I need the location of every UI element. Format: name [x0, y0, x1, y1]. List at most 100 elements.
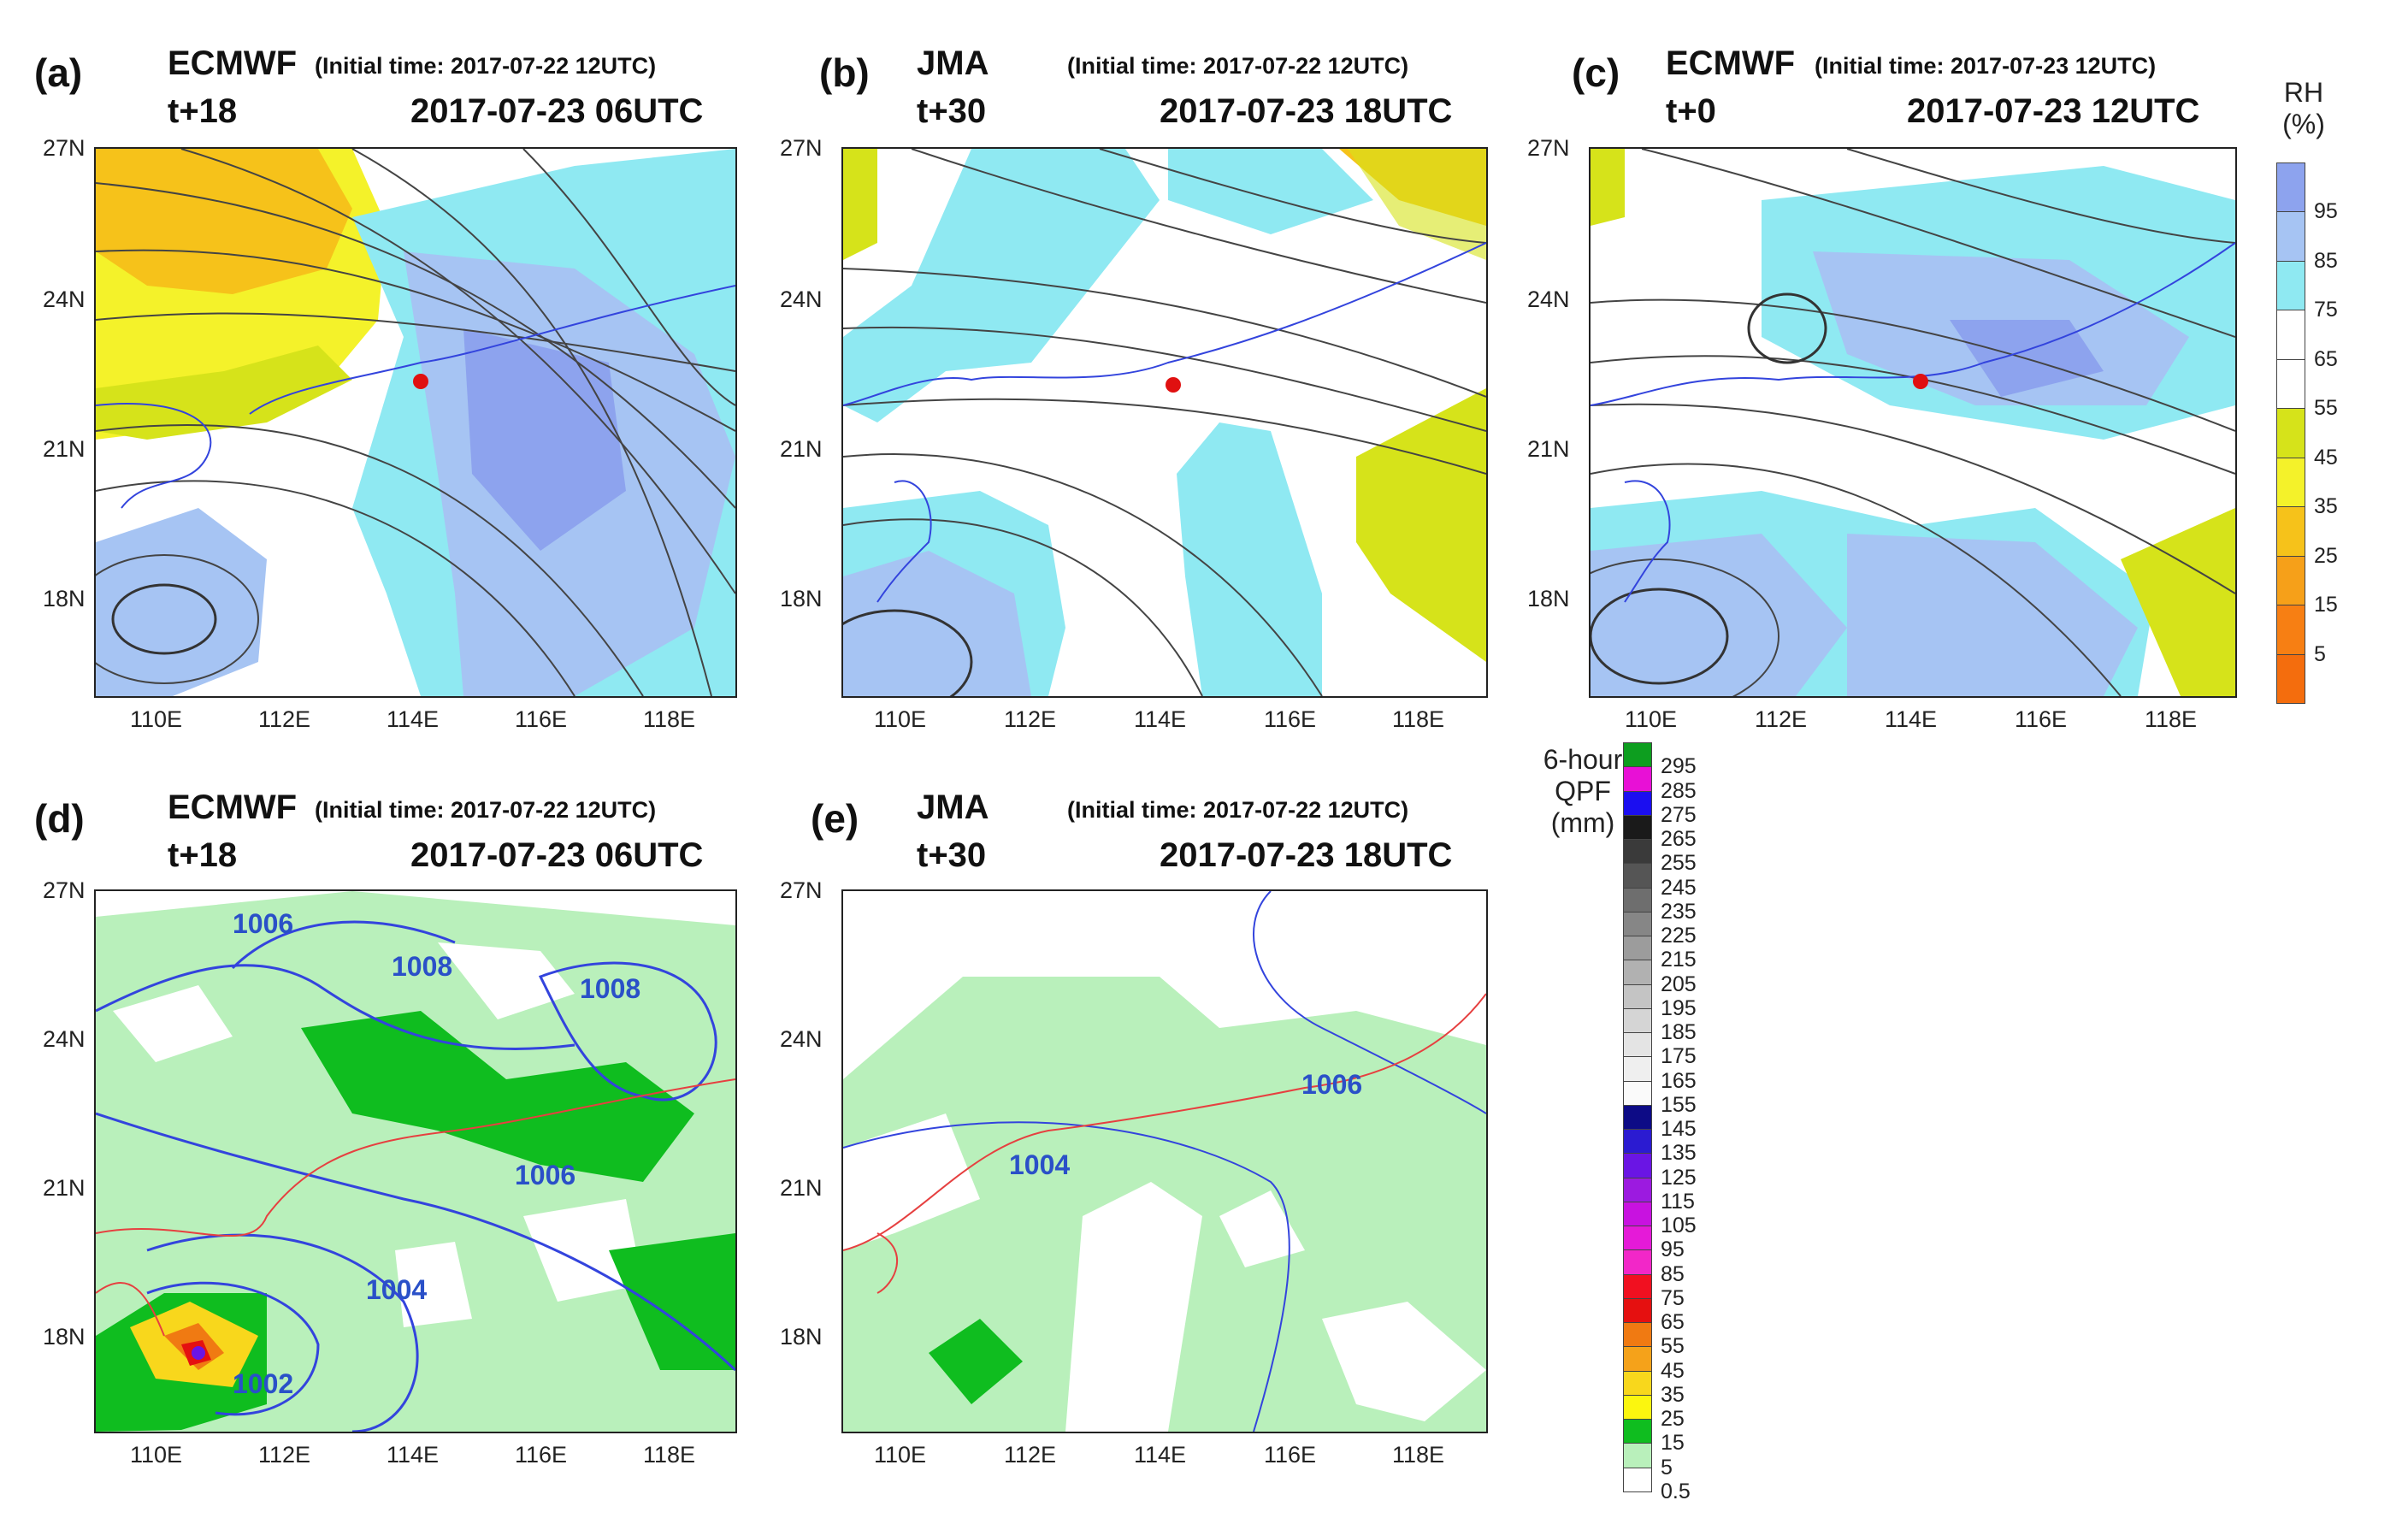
lat-label: 24N [780, 286, 823, 312]
colorbar-tick-label: 195 [1661, 995, 1697, 1020]
colorbar-tick-label: 55 [1661, 1334, 1685, 1359]
colorbar-tick-label: 85 [2314, 248, 2338, 273]
colorbar-segment [2276, 310, 2305, 360]
colorbar-segment [1623, 766, 1652, 792]
colorbar-segment [2276, 211, 2305, 262]
colorbar-segment [1623, 1007, 1652, 1034]
colorbar-tick-label: 135 [1661, 1141, 1697, 1166]
colorbar-segment [1623, 1226, 1652, 1251]
model-name: ECMWF [1666, 44, 1796, 82]
colorbar-segment [2276, 506, 2305, 557]
isobar-label: 1008 [580, 973, 641, 1004]
colorbar-tick-label: 245 [1661, 875, 1697, 900]
colorbar-tick-label: 0.5 [1661, 1480, 1691, 1503]
lead-time: t+30 [917, 92, 987, 130]
lon-label: 118E [1392, 1442, 1445, 1468]
colorbar-segment [1623, 1273, 1652, 1299]
colorbar-tick-label: 95 [1661, 1237, 1685, 1262]
colorbar-segment [2276, 457, 2305, 508]
lon-label: 116E [1264, 1442, 1317, 1468]
colorbar-tick-label: 115 [1661, 1189, 1695, 1214]
rh-title-unit: (%) [2282, 109, 2325, 139]
colorbar-tick-label: 125 [1661, 1165, 1697, 1190]
colorbar-segment [2276, 162, 2305, 213]
valid-time: 2017-07-23 06UTC [410, 92, 704, 130]
isobar-label: 1004 [1009, 1149, 1071, 1180]
lon-label: 114E [387, 706, 440, 732]
colorbar-segment [2276, 555, 2305, 606]
lat-label: 27N [1527, 135, 1570, 161]
lead-time: t+0 [1666, 92, 1716, 130]
colorbar-segment [2276, 605, 2305, 655]
colorbar-tick-label: 215 [1661, 948, 1697, 972]
lon-label: 110E [874, 1442, 927, 1468]
colorbar-segment [1623, 1104, 1652, 1131]
colorbar-segment [1623, 790, 1652, 816]
colorbar-tick-label: 35 [2314, 494, 2338, 519]
colorbar-tick-label: 185 [1661, 1020, 1697, 1045]
lon-label: 112E [1004, 706, 1057, 732]
colorbar-tick-label: 25 [1661, 1407, 1685, 1432]
lon-label: 116E [1264, 706, 1317, 732]
colorbar-tick-label: 165 [1661, 1068, 1697, 1093]
rh-map-a [94, 147, 737, 698]
panel-label: (b) [819, 50, 870, 95]
colorbar-tick-label: 5 [1661, 1455, 1673, 1480]
colorbar-segment [1623, 814, 1652, 841]
colorbar-tick-label: 225 [1661, 924, 1697, 948]
valid-time: 2017-07-23 18UTC [1160, 836, 1453, 874]
lat-label: 18N [43, 586, 86, 611]
isobar-label: 1004 [366, 1274, 428, 1305]
colorbar-tick-label: 275 [1661, 802, 1697, 827]
colorbar-tick-label: 235 [1661, 899, 1697, 924]
lat-label: 24N [780, 1026, 823, 1052]
lat-label: 21N [43, 436, 86, 462]
lon-label: 114E [1885, 706, 1938, 732]
colorbar-segment [1623, 1129, 1652, 1155]
lon-label: 114E [1134, 706, 1187, 732]
isobar-label: 1008 [392, 951, 453, 982]
colorbar-segment [1623, 1177, 1652, 1202]
lon-label: 118E [643, 706, 696, 732]
lon-label: 118E [643, 1442, 696, 1468]
lat-label: 21N [780, 1175, 823, 1201]
lat-label: 27N [780, 877, 823, 903]
lon-label: 112E [1755, 706, 1808, 732]
rh-map-b [841, 147, 1488, 698]
lat-label: 21N [780, 436, 823, 462]
lon-label: 114E [1134, 1442, 1187, 1468]
qpf-title-unit: (mm) [1550, 807, 1615, 838]
lat-label: 18N [780, 586, 823, 611]
lon-label: 110E [130, 706, 183, 732]
colorbar-segment [1623, 839, 1652, 865]
colorbar-tick-label: 65 [1661, 1310, 1685, 1335]
lat-label: 24N [43, 286, 86, 312]
panel-label: (a) [34, 50, 83, 95]
lat-label: 18N [1527, 586, 1570, 611]
lat-label: 18N [780, 1324, 823, 1350]
panel-label: (d) [34, 796, 85, 841]
colorbar-segment [1623, 1297, 1652, 1324]
colorbar-tick-label: 95 [2314, 199, 2338, 224]
lon-label: 118E [1392, 706, 1445, 732]
rh-colorbar-title: RH (%) [2278, 77, 2329, 140]
colorbar-segment [1623, 1153, 1652, 1178]
colorbar-tick-label: 5 [2314, 641, 2326, 666]
isobar-label: 1006 [1301, 1069, 1363, 1100]
panel-label: (e) [811, 796, 859, 841]
init-time: (Initial time: 2017-07-22 12UTC) [1067, 797, 1409, 823]
init-time: (Initial time: 2017-07-22 12UTC) [315, 53, 657, 79]
colorbar-segment [2276, 408, 2305, 458]
valid-time: 2017-07-23 18UTC [1160, 92, 1453, 130]
model-name: ECMWF [168, 789, 298, 826]
colorbar-tick-label: 255 [1661, 851, 1697, 876]
lon-label: 114E [387, 1442, 440, 1468]
model-name: JMA [917, 44, 989, 82]
qpf-colorbar-title: 6-hour QPF (mm) [1536, 744, 1630, 839]
lead-time: t+18 [168, 92, 238, 130]
isobar-label: 1006 [515, 1160, 576, 1190]
colorbar-segment [1623, 1370, 1652, 1396]
isobar-label: 1002 [233, 1368, 294, 1399]
colorbar-segment [1623, 1346, 1652, 1372]
colorbar-segment [1623, 1467, 1652, 1492]
